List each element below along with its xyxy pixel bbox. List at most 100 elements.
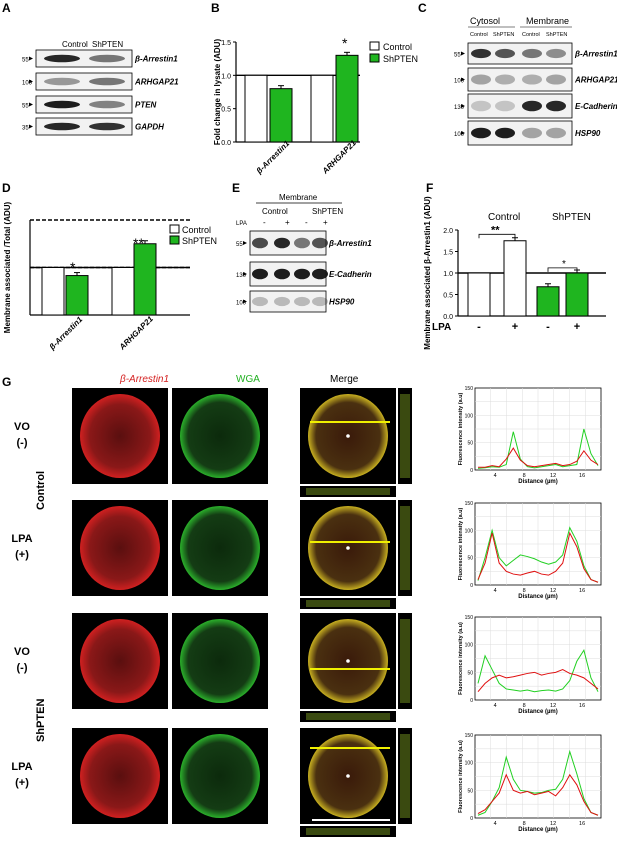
legend-swatch-shpten [369, 53, 380, 63]
microscopy-grid: VO (-) LPA (+) VO (-) LPA (+) [11, 388, 412, 837]
marker-arrow [29, 79, 33, 84]
cell-body [180, 506, 260, 590]
y-tick-label: 0.5 [221, 107, 231, 114]
x-tick-label: 12 [550, 703, 556, 709]
blot-band [312, 296, 328, 307]
marker-label: 55 [22, 104, 29, 110]
cell-body [80, 734, 160, 818]
column-header-arrestin: β-Arrestin1 [119, 374, 169, 385]
cell-body [80, 394, 160, 478]
bar-shpten [133, 243, 157, 316]
lpa-sign: - [477, 321, 481, 333]
category-label: β-Arrestin1 [47, 315, 85, 353]
panel-letter-B: B [211, 1, 220, 15]
blot-band [44, 122, 80, 131]
green-trace [477, 648, 599, 693]
column-header-merge: Merge [330, 374, 359, 385]
y-tick-label: 0 [470, 816, 473, 822]
blot-band [89, 100, 125, 109]
blot-band [294, 268, 310, 280]
category-label: β-Arrestin1 [254, 139, 292, 177]
cell-body [80, 506, 160, 590]
x-tick-label: 16 [579, 473, 585, 479]
bar-control [310, 74, 334, 143]
group-label-shpten: ShPTEN [92, 40, 123, 49]
protein-label: E-Cadherin [329, 270, 372, 279]
orthogonal-cell-side [400, 506, 410, 590]
panel-letter-C: C [418, 1, 427, 15]
protein-label: HSP90 [329, 298, 355, 307]
blot-band [546, 127, 566, 139]
group-label-shpten: ShPTEN [312, 207, 343, 216]
marker-arrow [29, 102, 33, 107]
y-tick-label: 50 [467, 670, 473, 676]
cell-center-dot [346, 546, 350, 550]
y-axis-label: Fold change in lysate (ADU) [213, 39, 222, 146]
lpa-label: LPA [432, 322, 451, 333]
orthogonal-cell-side [400, 394, 410, 478]
blot-band [89, 122, 125, 131]
group-label-control: Control [488, 212, 520, 223]
bar [536, 286, 560, 317]
legend-swatch-control [169, 224, 180, 234]
column-header-wga: WGA [236, 374, 260, 385]
y-tick-label: 50 [467, 788, 473, 794]
y-axis-label: Membrane associated /Total (ADU) [3, 201, 12, 333]
marker-label: 55 [236, 242, 243, 248]
x-tick-label: 8 [523, 703, 526, 709]
y-tick-label: 150 [465, 386, 474, 392]
blot-band [274, 296, 290, 307]
marker-label: 55 [22, 58, 29, 64]
y-tick-label: 0.5 [443, 293, 453, 300]
y-axis-label: Fluorescence intensity (a.u) [458, 740, 464, 813]
bar-chart-D: Membrane associated /Total (ADU) β-Arrest… [3, 201, 190, 352]
blot-strip [35, 117, 133, 136]
lpa-label: LPA [236, 221, 247, 227]
blot-band [252, 268, 268, 280]
y-tick-label: 150 [465, 733, 474, 739]
red-trace [478, 447, 599, 468]
blot-band [471, 127, 491, 139]
y-tick-label: 0 [470, 698, 473, 704]
marker-arrow [461, 104, 465, 108]
marker-arrow [461, 51, 465, 56]
bar [565, 272, 589, 317]
bar-shpten [65, 275, 89, 316]
panel-letter-G: G [2, 375, 11, 389]
marker-arrow [243, 272, 247, 276]
group-label-shpten: ShPTEN [35, 699, 47, 742]
blot-band [546, 74, 566, 85]
blot-band [294, 237, 310, 249]
blot-band [522, 100, 542, 112]
y-axis-label: Membrane associated β-Arrestin1 (ADU) [423, 196, 432, 350]
orthogonal-cell-bottom [306, 600, 390, 607]
blot-band [495, 48, 515, 59]
y-tick-label: 0.0 [221, 140, 231, 147]
significance-bracket [478, 233, 516, 239]
cell-body [80, 619, 160, 703]
category-label: ARHGAP21 [117, 314, 155, 352]
x-tick-label: 12 [550, 821, 556, 827]
y-tick-label: 150 [465, 501, 474, 507]
panel-letter-F: F [426, 181, 433, 195]
blot-band [312, 237, 328, 249]
green-trace [477, 428, 599, 469]
green-trace [477, 749, 599, 816]
blot-strip [467, 93, 573, 119]
fraction-label-membrane: Membrane [279, 193, 318, 202]
significance-bracket [547, 267, 578, 272]
y-tick-label: 50 [467, 556, 473, 562]
blot-band [522, 48, 542, 59]
lpa-sign: + [323, 218, 328, 227]
x-axis-label: Distance (µm) [518, 709, 557, 715]
condition-sign: (-) [17, 662, 28, 674]
x-tick-label: 4 [494, 703, 497, 709]
blot-strip [35, 95, 133, 114]
blot-band [495, 100, 515, 112]
legend-label-control: Control [182, 225, 211, 235]
significance-star-D1: * [70, 259, 76, 275]
blot-band [44, 77, 80, 86]
x-tick-label: 8 [523, 588, 526, 594]
blot-band [312, 268, 328, 280]
green-trace [477, 526, 599, 583]
